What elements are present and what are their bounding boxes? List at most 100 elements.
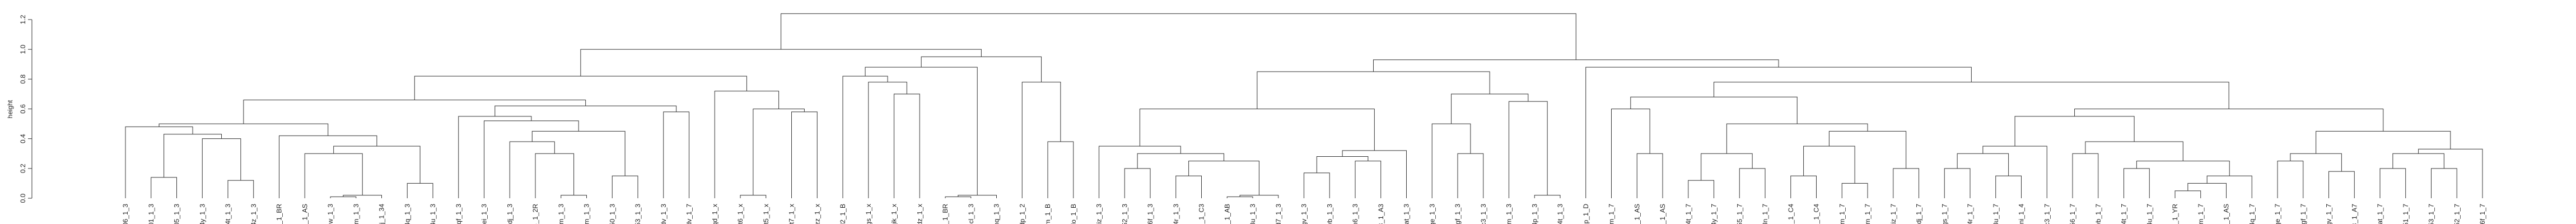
leaf-label: 6sw4_1_2R	[531, 204, 539, 224]
leaf-label: 4u01_1_3	[147, 204, 155, 224]
y-tick-label: 1.0	[19, 44, 27, 54]
merge	[921, 56, 1042, 82]
merge	[2418, 148, 2483, 198]
leaf-label: 6pqd_1_x	[711, 204, 718, 224]
leaf-label: 5dgv_1_7	[2325, 204, 2333, 224]
leaf-label: 5t4t_1_3	[1556, 204, 1564, 224]
leaf-label: 6qdz_1_x	[916, 204, 923, 224]
merge	[1451, 94, 1529, 124]
merge	[2136, 161, 2230, 176]
leaf-label: 5tdj_1_3	[506, 204, 514, 224]
leaf-label: 4u0m_1_7	[2197, 204, 2205, 224]
merge	[2328, 171, 2355, 198]
merge	[1534, 195, 1561, 198]
leaf-label: 4u3u_1_3	[1249, 204, 1257, 224]
merge	[227, 180, 254, 198]
merge	[2085, 141, 2183, 161]
leaf-label: 5dgf_1_3	[1454, 204, 1462, 224]
merge	[1739, 168, 1766, 198]
leaf-label: 4u0m_1_3	[557, 204, 565, 224]
y-axis-label: height	[6, 100, 14, 118]
leaf-label: 5tbw_1_AS	[2223, 204, 2230, 224]
merge	[535, 153, 575, 198]
leaf-label: 5t4t_1_7	[1684, 204, 1692, 224]
merge	[1457, 153, 1484, 198]
leaf-label: 4u53_1_3	[634, 204, 642, 224]
leaf-label: 5oem_1_7	[1608, 204, 1616, 224]
merge	[1688, 180, 1714, 198]
leaf-label: 5dat_1_7	[2376, 204, 2384, 224]
merge	[1316, 156, 1369, 173]
merge	[2124, 168, 2150, 198]
leaf-label: 5t4p_1_3	[1530, 204, 1538, 224]
merge	[2072, 153, 2099, 198]
merge	[865, 67, 978, 195]
merge	[740, 195, 767, 198]
leaf-label: 4v88_1_A7	[2350, 204, 2358, 224]
leaf-label: 4u52_1_7	[2453, 204, 2461, 224]
leaf-label: 6sw4_1_BR	[276, 204, 283, 224]
leaf-label: 4u50_1_3	[608, 204, 616, 224]
leaf-label: 5tiz_1_3	[1095, 204, 1103, 224]
merge	[2290, 153, 2342, 172]
leaf-label: 6rt5_1_x	[762, 204, 770, 224]
merge	[1957, 153, 2009, 176]
merge	[1630, 96, 1798, 124]
leaf-label: 4v88_1_A3	[1377, 204, 1385, 224]
merge	[1239, 195, 1279, 198]
merge	[958, 195, 997, 198]
leaf-label: 6qdy_1_BR	[941, 204, 949, 224]
merge	[753, 108, 805, 195]
merge	[1226, 196, 1253, 198]
merge	[1714, 82, 2229, 109]
merge	[2014, 116, 2135, 146]
leaf-label: 5dqf_1_3	[455, 204, 463, 224]
merge	[663, 111, 689, 198]
leaf-label: 4u4y_1_7	[1710, 204, 1718, 224]
leaf-label: 4u4z_1_3	[250, 204, 258, 224]
merge	[1828, 130, 1907, 169]
y-tick-label: 1.2	[19, 15, 27, 24]
merge	[509, 141, 555, 198]
leaf-label: 4u4t_1_7	[2120, 204, 2128, 224]
leaf-label: 5tiz_1_7	[1889, 204, 1897, 224]
merge	[407, 183, 433, 198]
leaf-label: 5tgm_1_7	[1864, 204, 1872, 224]
leaf-label: 5mei_1_AS	[1633, 204, 1641, 224]
merge	[1304, 172, 1330, 198]
merge	[1021, 82, 1061, 198]
leaf-label: 5ndv_1_7	[685, 204, 693, 224]
merge	[1790, 175, 1817, 198]
merge	[1047, 141, 1074, 198]
leaf-label: 4u6f_1_7	[2479, 204, 2486, 224]
merge	[484, 120, 579, 198]
merge	[1893, 168, 1919, 198]
leaf-label: 4u06_1_3	[122, 204, 129, 224]
leaf-label: 4u3m_1_7	[1838, 204, 1846, 224]
merge	[1099, 146, 1181, 198]
leaf-label: 5dd2_1_B	[839, 204, 847, 224]
merge	[202, 138, 241, 198]
merge	[2206, 175, 2252, 198]
leaf-label: 4u55_1_7	[1735, 204, 1743, 224]
leaf-label: 6sni_1_4	[2018, 204, 2026, 224]
merge	[414, 76, 747, 100]
leaf-label: 5dgv_1_3	[1300, 204, 1308, 224]
leaf-label: 5n1j_1_34	[378, 204, 386, 224]
y-tick-label: 0.0	[19, 193, 27, 203]
merge	[1841, 183, 1868, 198]
leaf-label: 5on6_1_3	[1351, 204, 1359, 224]
merge	[164, 134, 222, 178]
merge	[2431, 168, 2457, 198]
merge	[333, 146, 421, 184]
merge	[1803, 146, 1855, 184]
merge	[1431, 123, 1471, 198]
leaf-label: 5on6_1_AS	[1659, 204, 1667, 224]
merge	[1995, 175, 2022, 198]
leaf-label: 5dat_1_3	[1403, 204, 1411, 224]
leaf-label: 6hhq_1_AS	[301, 204, 309, 224]
leaf-label: 5dc3_1_3	[1480, 204, 1487, 224]
leaf-label: 5oem_1_3	[1505, 204, 1513, 224]
leaf-label: 6s47_1_AB	[1223, 204, 1231, 224]
